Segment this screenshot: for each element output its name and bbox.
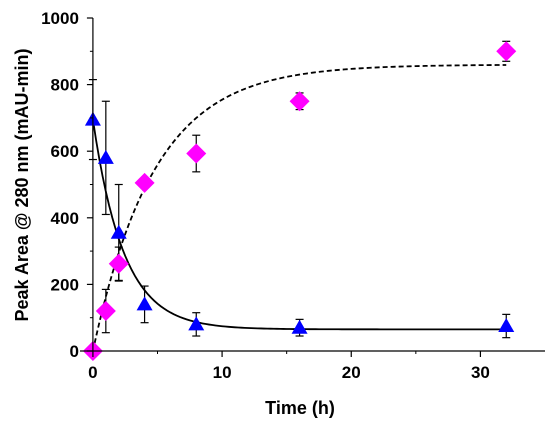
y-tick-label: 1000 [41, 9, 79, 28]
diamond-marker [95, 301, 116, 322]
tick-labels: 0 200 400 600 800 1000 0 10 20 30 [41, 9, 490, 382]
triangle-marker [97, 149, 114, 164]
y-axis-label: Peak Area @ 280 nm (mAU-min) [12, 49, 32, 322]
triangle-marker [498, 318, 515, 333]
triangle-marker [291, 319, 308, 334]
x-tick-label: 0 [88, 363, 97, 382]
fit-line-solid [92, 119, 507, 331]
diamond-marker [108, 253, 129, 274]
y-tick-label: 600 [51, 142, 79, 161]
axes [80, 17, 545, 357]
diamond-marker [496, 41, 517, 62]
triangle-marker [110, 224, 127, 239]
triangle-marker [136, 296, 153, 311]
x-tick-label: 30 [471, 363, 490, 382]
y-tick-label: 200 [51, 275, 79, 294]
x-tick-label: 10 [213, 363, 232, 382]
data-markers [82, 41, 517, 361]
triangle-marker [188, 316, 205, 331]
x-tick-label: 20 [342, 363, 361, 382]
diamond-marker [186, 143, 207, 164]
y-tick-label: 400 [51, 209, 79, 228]
y-tick-label: 800 [51, 76, 79, 95]
x-axis-label: Time (h) [265, 398, 335, 418]
error-bars [88, 40, 511, 339]
diamond-marker [289, 91, 310, 112]
diamond-marker [134, 172, 155, 193]
fit-line-dashed [92, 64, 507, 352]
y-tick-label: 0 [69, 342, 78, 361]
